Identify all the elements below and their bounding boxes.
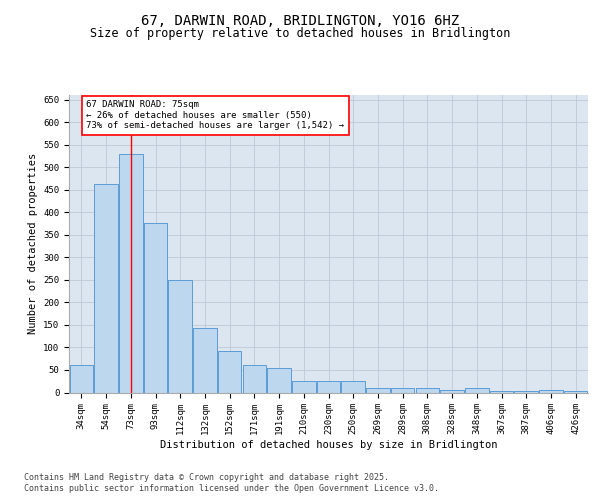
Bar [268, 368, 291, 392]
Bar [218, 351, 241, 393]
Bar [169, 280, 192, 392]
Bar [416, 388, 439, 392]
Text: Contains public sector information licensed under the Open Government Licence v3: Contains public sector information licen… [24, 484, 439, 493]
Text: Size of property relative to detached houses in Bridlington: Size of property relative to detached ho… [90, 27, 510, 40]
Text: Contains HM Land Registry data © Crown copyright and database right 2025.: Contains HM Land Registry data © Crown c… [24, 472, 389, 482]
Bar [564, 390, 587, 392]
Bar [193, 328, 217, 392]
Bar [465, 388, 488, 392]
Bar [94, 184, 118, 392]
Bar [490, 390, 513, 392]
Bar [366, 388, 389, 392]
Bar [391, 388, 415, 392]
Bar [341, 381, 365, 392]
Bar [514, 390, 538, 392]
Text: 67 DARWIN ROAD: 75sqm
← 26% of detached houses are smaller (550)
73% of semi-det: 67 DARWIN ROAD: 75sqm ← 26% of detached … [86, 100, 344, 130]
Bar [317, 381, 340, 392]
Y-axis label: Number of detached properties: Number of detached properties [28, 153, 38, 334]
Bar [292, 381, 316, 392]
Bar [440, 390, 464, 392]
Bar [539, 390, 563, 392]
Bar [119, 154, 143, 392]
Text: 67, DARWIN ROAD, BRIDLINGTON, YO16 6HZ: 67, DARWIN ROAD, BRIDLINGTON, YO16 6HZ [141, 14, 459, 28]
Bar [144, 224, 167, 392]
X-axis label: Distribution of detached houses by size in Bridlington: Distribution of detached houses by size … [160, 440, 497, 450]
Bar [70, 364, 93, 392]
Bar [242, 364, 266, 392]
